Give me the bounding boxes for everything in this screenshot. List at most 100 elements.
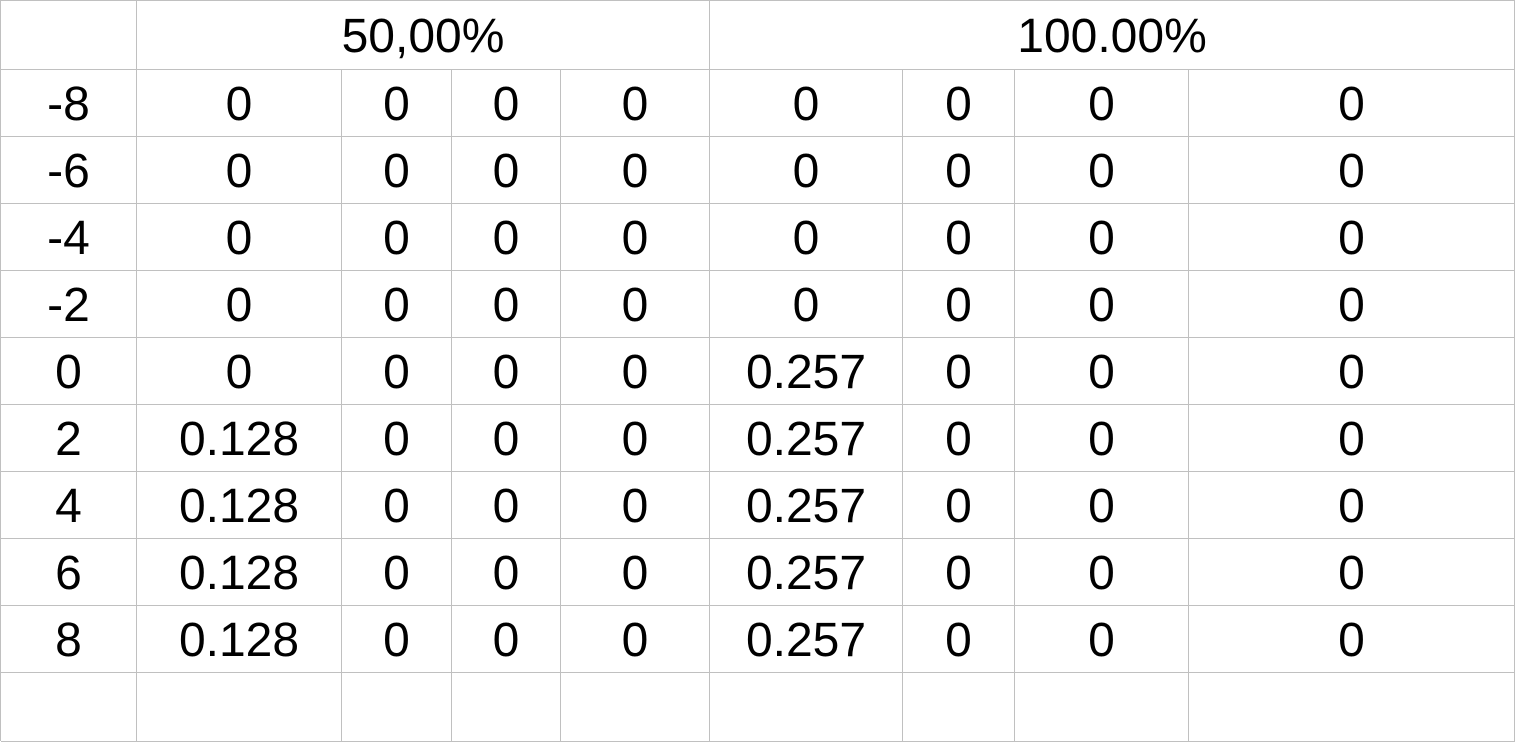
data-cell[interactable]: 0 [1015, 405, 1189, 472]
data-cell[interactable]: 0 [1189, 472, 1515, 539]
data-cell[interactable]: 0.257 [710, 539, 903, 606]
empty-cell[interactable] [1189, 673, 1515, 742]
empty-cell[interactable] [452, 673, 561, 742]
empty-cell[interactable] [561, 673, 710, 742]
data-cell[interactable]: 0 [1015, 204, 1189, 271]
data-cell[interactable]: 0.128 [137, 539, 342, 606]
data-cell-value: 0 [621, 145, 649, 198]
data-cell[interactable]: 0 [561, 271, 710, 338]
row-label-cell[interactable]: 2 [1, 405, 137, 472]
data-cell-value: 0.257 [745, 346, 867, 399]
data-cell[interactable]: 0 [342, 70, 452, 137]
data-cell[interactable]: 0 [342, 606, 452, 673]
data-cell[interactable]: 0 [452, 338, 561, 405]
data-cell[interactable]: 0.257 [710, 606, 903, 673]
data-cell[interactable]: 0 [1189, 204, 1515, 271]
data-cell[interactable]: 0 [1015, 338, 1189, 405]
data-cell[interactable]: 0 [452, 271, 561, 338]
data-cell[interactable]: 0 [342, 405, 452, 472]
row-label-cell[interactable]: 6 [1, 539, 137, 606]
data-cell[interactable]: 0 [561, 472, 710, 539]
row-label-cell[interactable]: -4 [1, 204, 137, 271]
data-cell[interactable]: 0 [710, 137, 903, 204]
empty-cell[interactable] [903, 673, 1015, 742]
data-cell[interactable]: 0 [342, 472, 452, 539]
data-cell[interactable]: 0 [452, 137, 561, 204]
data-cell[interactable]: 0 [903, 539, 1015, 606]
data-cell[interactable]: 0 [452, 472, 561, 539]
data-cell[interactable]: 0.257 [710, 472, 903, 539]
data-cell[interactable]: 0 [903, 472, 1015, 539]
data-cell[interactable]: 0 [903, 606, 1015, 673]
data-cell[interactable]: 0 [1189, 606, 1515, 673]
data-cell[interactable]: 0 [1189, 539, 1515, 606]
data-cell[interactable]: 0 [561, 539, 710, 606]
data-cell[interactable]: 0 [561, 338, 710, 405]
data-cell[interactable]: 0 [903, 70, 1015, 137]
data-cell[interactable]: 0.257 [710, 338, 903, 405]
data-cell[interactable]: 0 [452, 539, 561, 606]
empty-cell[interactable] [137, 673, 342, 742]
data-cell[interactable]: 0 [710, 271, 903, 338]
data-cell[interactable]: 0 [452, 405, 561, 472]
data-cell[interactable]: 0.128 [137, 472, 342, 539]
data-cell[interactable]: 0 [1015, 137, 1189, 204]
data-cell[interactable]: 0 [561, 204, 710, 271]
data-cell-value: 0 [492, 346, 520, 399]
data-cell[interactable]: 0 [1189, 137, 1515, 204]
data-cell[interactable]: 0 [1189, 70, 1515, 137]
data-cell[interactable]: 0 [342, 271, 452, 338]
data-cell[interactable]: 0 [1189, 271, 1515, 338]
data-cell[interactable]: 0 [452, 606, 561, 673]
header-group-cell-value: 100.00% [1017, 10, 1207, 63]
data-cell[interactable]: 0 [342, 204, 452, 271]
header-group-cell[interactable]: 50,00% [137, 1, 710, 70]
data-cell[interactable]: 0 [903, 204, 1015, 271]
data-cell[interactable]: 0 [1189, 338, 1515, 405]
header-corner-cell[interactable] [1, 1, 137, 70]
data-cell[interactable]: 0 [561, 70, 710, 137]
empty-cell[interactable] [342, 673, 452, 742]
header-group-cell[interactable]: 100.00% [710, 1, 1515, 70]
data-cell[interactable]: 0 [137, 137, 342, 204]
row-label-cell[interactable]: -6 [1, 137, 137, 204]
data-cell[interactable]: 0 [342, 338, 452, 405]
data-cell[interactable]: 0 [561, 405, 710, 472]
data-cell[interactable]: 0 [342, 137, 452, 204]
data-cell[interactable]: 0.128 [137, 405, 342, 472]
data-cell[interactable]: 0 [1015, 472, 1189, 539]
data-cell[interactable]: 0.128 [137, 606, 342, 673]
data-cell[interactable]: 0 [137, 70, 342, 137]
data-cell[interactable]: 0 [137, 338, 342, 405]
data-cell[interactable]: 0 [903, 271, 1015, 338]
row-label-cell[interactable]: 0 [1, 338, 137, 405]
data-cell[interactable]: 0 [452, 70, 561, 137]
data-cell-value: 0 [621, 413, 649, 466]
empty-cell[interactable] [710, 673, 903, 742]
data-cell-value: 0 [492, 145, 520, 198]
data-cell-value: 0.257 [745, 413, 867, 466]
data-cell[interactable]: 0 [903, 405, 1015, 472]
data-cell[interactable]: 0 [1015, 606, 1189, 673]
data-cell[interactable]: 0 [710, 70, 903, 137]
data-cell[interactable]: 0 [903, 137, 1015, 204]
data-cell[interactable]: 0 [452, 204, 561, 271]
data-cell[interactable]: 0 [903, 338, 1015, 405]
data-cell[interactable]: 0.257 [710, 405, 903, 472]
data-cell[interactable]: 0 [561, 606, 710, 673]
data-cell[interactable]: 0 [137, 271, 342, 338]
data-cell[interactable]: 0 [561, 137, 710, 204]
data-cell[interactable]: 0 [1015, 271, 1189, 338]
row-label-cell[interactable]: 8 [1, 606, 137, 673]
data-cell[interactable]: 0 [710, 204, 903, 271]
row-label-cell[interactable]: -8 [1, 70, 137, 137]
row-label-cell[interactable]: -2 [1, 271, 137, 338]
data-cell[interactable]: 0 [137, 204, 342, 271]
empty-cell[interactable] [1, 673, 137, 742]
row-label-cell[interactable]: 4 [1, 472, 137, 539]
data-cell[interactable]: 0 [1015, 70, 1189, 137]
data-cell[interactable]: 0 [1015, 539, 1189, 606]
data-cell[interactable]: 0 [342, 539, 452, 606]
empty-cell[interactable] [1015, 673, 1189, 742]
data-cell[interactable]: 0 [1189, 405, 1515, 472]
